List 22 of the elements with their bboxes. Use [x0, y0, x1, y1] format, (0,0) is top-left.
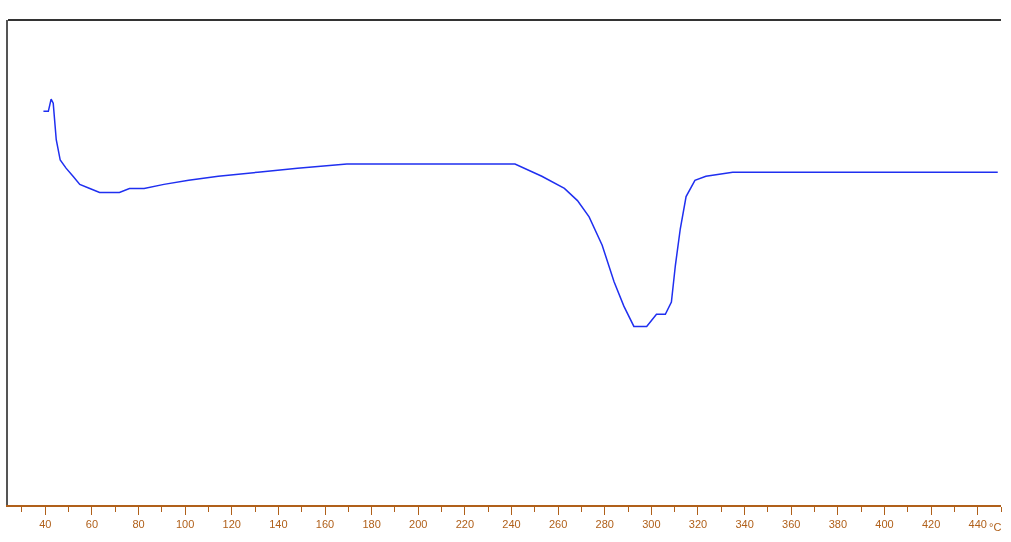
x-tick-label: 300: [642, 518, 661, 531]
x-tick-label: 80: [132, 518, 145, 531]
x-axis-title: °C: [989, 521, 1002, 533]
x-tick-label: 200: [409, 518, 428, 531]
x-tick-label: 440: [968, 518, 987, 531]
x-tick-label: 340: [735, 518, 754, 531]
x-tick-label: 100: [175, 518, 195, 531]
x-tick-label: 400: [875, 518, 894, 531]
x-tick-label: 320: [688, 518, 708, 531]
x-tick-label: 160: [315, 518, 335, 531]
x-tick-label: 420: [921, 518, 941, 531]
x-tick-label: 180: [362, 518, 381, 531]
x-tick-label: 240: [502, 518, 521, 531]
x-tick-label: 60: [85, 518, 99, 531]
x-tick-label: 280: [595, 518, 614, 531]
x-tick-label: 360: [782, 518, 801, 531]
x-tick-label: 220: [455, 518, 475, 531]
x-tick-label: 380: [828, 518, 848, 531]
x-tick-label: 40: [39, 518, 52, 531]
x-tick-label: 120: [222, 518, 241, 531]
x-tick-label: 260: [548, 518, 568, 531]
x-tick-label: 140: [269, 518, 288, 531]
